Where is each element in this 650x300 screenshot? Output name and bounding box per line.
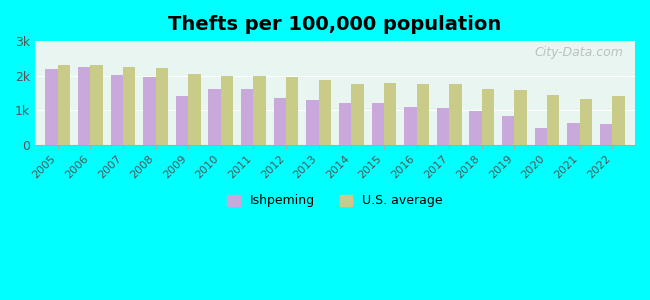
Title: Thefts per 100,000 population: Thefts per 100,000 population bbox=[168, 15, 502, 34]
Bar bbox=[547, 95, 560, 145]
Bar bbox=[404, 107, 417, 145]
Bar bbox=[449, 84, 462, 145]
Bar bbox=[417, 84, 429, 145]
Bar bbox=[58, 65, 70, 145]
Bar bbox=[600, 124, 612, 145]
Bar bbox=[339, 103, 351, 145]
Bar bbox=[534, 128, 547, 145]
Legend: Ishpeming, U.S. average: Ishpeming, U.S. average bbox=[227, 194, 443, 208]
Bar bbox=[306, 100, 318, 145]
Bar bbox=[111, 75, 123, 145]
Bar bbox=[612, 96, 625, 145]
Bar bbox=[372, 103, 384, 145]
Bar bbox=[318, 80, 331, 145]
Bar bbox=[46, 69, 58, 145]
Bar bbox=[221, 76, 233, 145]
Bar bbox=[469, 110, 482, 145]
Bar bbox=[78, 67, 90, 145]
Bar bbox=[482, 89, 494, 145]
Bar bbox=[286, 77, 298, 145]
Bar bbox=[437, 108, 449, 145]
Bar bbox=[176, 96, 188, 145]
Bar bbox=[188, 74, 201, 145]
Bar bbox=[241, 89, 254, 145]
Text: City-Data.com: City-Data.com bbox=[534, 46, 623, 59]
Bar bbox=[90, 65, 103, 145]
Bar bbox=[384, 83, 396, 145]
Bar bbox=[209, 89, 221, 145]
Bar bbox=[123, 68, 135, 145]
Bar bbox=[254, 76, 266, 145]
Bar bbox=[502, 116, 514, 145]
Bar bbox=[351, 84, 364, 145]
Bar bbox=[514, 90, 526, 145]
Bar bbox=[567, 123, 580, 145]
Bar bbox=[580, 99, 592, 145]
Bar bbox=[143, 77, 155, 145]
Bar bbox=[274, 98, 286, 145]
Bar bbox=[155, 68, 168, 145]
